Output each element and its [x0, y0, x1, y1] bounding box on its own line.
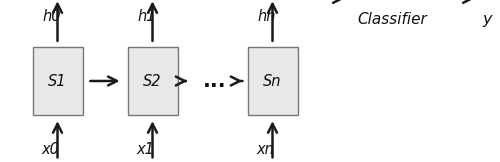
Text: h0: h0 — [42, 9, 61, 24]
Text: x1: x1 — [136, 142, 154, 156]
Text: h1: h1 — [138, 9, 156, 24]
Text: x0: x0 — [41, 142, 59, 156]
Text: xn: xn — [256, 142, 274, 156]
Text: Classifier: Classifier — [358, 12, 428, 27]
Text: S2: S2 — [144, 74, 162, 88]
Bar — [248, 47, 298, 115]
Text: Sn: Sn — [263, 74, 282, 88]
Text: S1: S1 — [48, 74, 67, 88]
Text: hn: hn — [258, 9, 276, 24]
Text: y: y — [483, 12, 492, 27]
Bar — [32, 47, 82, 115]
Text: ...: ... — [203, 71, 227, 91]
Bar — [128, 47, 178, 115]
